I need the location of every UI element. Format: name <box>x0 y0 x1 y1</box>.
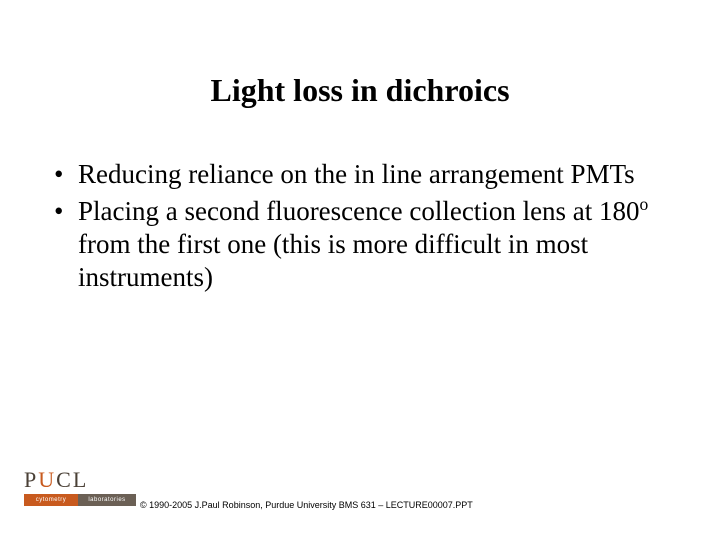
logo-bars: cytometry laboratories <box>24 494 136 506</box>
logo-bar-right-text: laboratories <box>88 497 125 503</box>
bullet-item: • Reducing reliance on the in line arran… <box>54 158 680 191</box>
logo-letter-p: P <box>24 467 36 493</box>
bullet-item: • Placing a second fluorescence collecti… <box>54 195 680 294</box>
logo-letters: P U C L <box>24 467 136 493</box>
bullet-text: Reducing reliance on the in line arrange… <box>78 158 680 191</box>
slide: Light loss in dichroics • Reducing relia… <box>0 0 720 540</box>
bullet-text: Placing a second fluorescence collection… <box>78 195 680 294</box>
logo-bar-right: laboratories <box>78 494 136 506</box>
logo-letter-l: L <box>73 467 86 493</box>
logo-letter-c: C <box>56 467 71 493</box>
slide-title: Light loss in dichroics <box>0 72 720 109</box>
bullet-marker: • <box>54 158 78 191</box>
footer-text: © 1990-2005 J.Paul Robinson, Purdue Univ… <box>140 500 473 510</box>
logo: P U C L cytometry laboratories <box>24 467 136 506</box>
logo-letter-u: U <box>38 467 54 493</box>
logo-bar-left: cytometry <box>24 494 78 506</box>
slide-body: • Reducing reliance on the in line arran… <box>54 158 680 298</box>
bullet-marker: • <box>54 195 78 228</box>
logo-bar-left-text: cytometry <box>36 497 67 503</box>
